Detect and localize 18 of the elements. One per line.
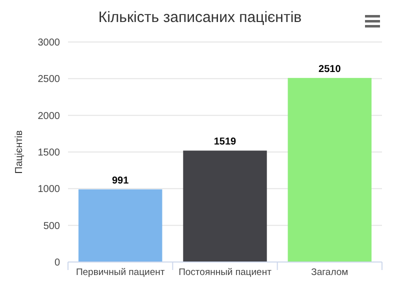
y-tick-label: 2500	[38, 74, 60, 86]
y-axis-title: Пацієнтів	[14, 130, 25, 174]
data-label: 1519	[214, 136, 237, 148]
y-tick-label: 0	[54, 258, 60, 268]
y-tick-label: 3000	[38, 38, 60, 48]
data-label: 991	[112, 175, 130, 186]
y-tick-label: 2000	[38, 110, 60, 122]
chart-title: Кількість записаних пацієнтів	[98, 9, 302, 26]
bar	[183, 150, 267, 262]
x-tick-label: Загалом	[311, 267, 348, 278]
bar	[78, 189, 162, 262]
data-label: 2510	[318, 64, 342, 75]
y-tick-label: 1000	[38, 184, 60, 196]
x-tick-label: Первичный пациент	[76, 267, 166, 278]
bar	[288, 78, 372, 262]
y-tick-label: 500	[43, 220, 60, 232]
y-tick-label: 1500	[38, 148, 60, 158]
x-tick-label: Постоянный пациент	[178, 267, 272, 278]
